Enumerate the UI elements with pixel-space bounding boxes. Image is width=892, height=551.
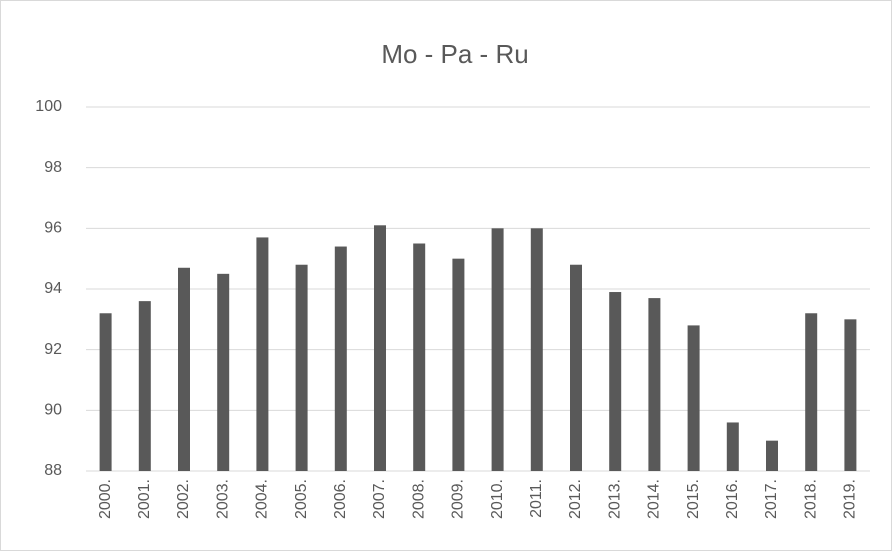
- bar: [334, 246, 347, 471]
- bar: [99, 313, 112, 471]
- y-tick-label: 96: [44, 220, 62, 237]
- x-tick-label: 2009.: [450, 479, 467, 519]
- x-tick-label: 2010.: [489, 479, 506, 519]
- bar: [374, 225, 386, 471]
- bar: [766, 440, 778, 471]
- x-tick-label: 2012.: [567, 479, 584, 519]
- x-tick-label: 2006.: [332, 479, 349, 519]
- y-tick-label: 98: [44, 159, 62, 176]
- x-tick-label: 2019.: [842, 479, 859, 519]
- x-tick-label: 2005.: [293, 479, 310, 519]
- x-tick-label: 2002.: [175, 479, 192, 519]
- x-tick-label: 2018.: [802, 479, 819, 519]
- bar: [687, 325, 700, 471]
- bar: [805, 313, 818, 471]
- bar: [217, 273, 230, 471]
- x-tick-label: 2008.: [410, 479, 427, 519]
- bar: [256, 237, 269, 471]
- x-tick-label: 2013.: [606, 479, 623, 519]
- x-tick-label: 2004.: [254, 479, 271, 519]
- bar: [491, 228, 504, 471]
- bar: [570, 264, 582, 471]
- x-tick-label: 2001.: [136, 479, 153, 519]
- bar: [726, 422, 739, 471]
- x-tick-label: 2007.: [371, 479, 388, 519]
- x-tick-label: 2016.: [724, 479, 741, 519]
- bar: [138, 301, 151, 471]
- y-tick-label: 88: [44, 462, 62, 479]
- bar: [295, 264, 308, 471]
- y-tick-label: 100: [35, 98, 62, 115]
- chart-title: Mo - Pa - Ru: [381, 39, 528, 69]
- bar: [648, 298, 661, 471]
- bar: [178, 267, 190, 471]
- y-tick-label: 90: [44, 402, 62, 419]
- y-tick-label: 94: [44, 280, 62, 297]
- y-tick-label: 92: [44, 341, 62, 358]
- x-tick-label: 2017.: [763, 479, 780, 519]
- x-tick-label: 2015.: [685, 479, 702, 519]
- x-tick-label: 2011.: [528, 479, 545, 518]
- bar: [452, 258, 465, 471]
- bar: [609, 292, 622, 471]
- x-tick-label: 2000.: [97, 479, 114, 519]
- bar: [844, 319, 857, 471]
- bar: [530, 228, 543, 471]
- x-tick-label: 2003.: [214, 479, 231, 519]
- bar: [413, 243, 426, 471]
- x-tick-label: 2014.: [646, 479, 663, 519]
